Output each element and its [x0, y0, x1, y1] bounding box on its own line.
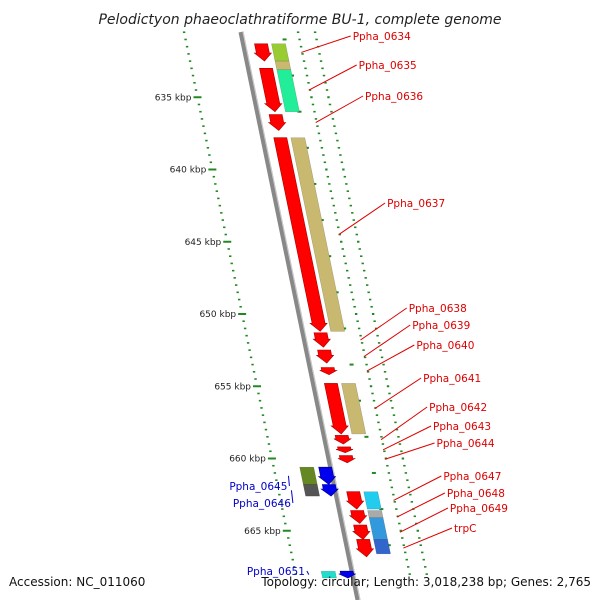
label-layer: Ppha_0634 Ppha_0635 Ppha_0636 Ppha_0637 Ppha…	[229, 31, 508, 578]
reverse-gene-arrow	[338, 570, 356, 579]
reverse-gene-leader	[287, 475, 290, 487]
forward-gene-label: trpC	[454, 523, 476, 535]
kbp-tick-label: 665 kbp	[244, 527, 281, 537]
forward-gene-arrow	[267, 114, 287, 131]
forward-gene-leader	[366, 344, 415, 372]
reverse-gene-leader	[306, 570, 310, 575]
forward-gene-leader	[338, 202, 386, 235]
forward-gene-arrow	[324, 383, 349, 435]
forward-gene-label: Ppha_0635	[359, 60, 417, 72]
forward-gene-arrow	[273, 137, 328, 332]
backbone-group	[238, 31, 361, 600]
forward-gene-label: Ppha_0649	[450, 503, 508, 515]
cog-bar	[320, 570, 337, 579]
reverse-gene-arrow	[317, 466, 337, 485]
forward-gene-label: Ppha_0642	[429, 402, 487, 414]
forward-gene-arrow	[259, 68, 283, 113]
forward-gene-arrow	[355, 539, 375, 558]
forward-gene-label: Ppha_0641	[423, 373, 481, 385]
forward-gene-label: Ppha_0636	[365, 91, 423, 103]
accession-text: Accession: NC_011060	[9, 575, 145, 589]
forward-gene-leader	[396, 492, 446, 518]
cog-bar	[367, 510, 384, 518]
forward-gene-label: Ppha_0648	[447, 488, 505, 500]
kbp-tick-label: 645 kbp	[185, 238, 222, 248]
cog-bar	[341, 383, 367, 435]
cog-bar	[299, 466, 318, 485]
kbp-tick-label: 660 kbp	[229, 455, 266, 465]
forward-gene-leader	[301, 35, 351, 53]
cog-bar	[274, 60, 292, 71]
forward-gene-leader	[382, 425, 432, 451]
cog-bar	[271, 43, 290, 62]
reverse-gene-leader	[290, 490, 294, 504]
topology-text: Topology: circular; Length: 3,018,238 bp…	[260, 575, 591, 589]
forward-gene-leader	[315, 95, 364, 123]
kbp-tick-label: 635 kbp	[155, 93, 192, 103]
cog-bar	[363, 491, 382, 510]
forward-gene-label: Ppha_0640	[416, 340, 474, 352]
forward-gene-leader	[393, 475, 442, 501]
forward-gene-arrow	[348, 510, 368, 524]
forward-gene-label: Ppha_0639	[412, 320, 470, 332]
forward-gene-arrow	[312, 332, 331, 348]
forward-gene-leader	[403, 527, 453, 549]
gene-layer	[253, 43, 375, 579]
backbone-line	[238, 31, 361, 600]
forward-gene-arrow	[333, 435, 352, 445]
kbp-tick-label: 640 kbp	[170, 166, 207, 176]
cog-bar-layer	[271, 43, 391, 579]
forward-gene-label: Ppha_0637	[387, 198, 445, 210]
forward-gene-leader	[363, 324, 411, 358]
forward-gene-leader	[374, 377, 422, 410]
cog-bar	[302, 484, 320, 497]
kbp-tick-label: 655 kbp	[214, 382, 251, 392]
forward-gene-leader	[360, 307, 408, 341]
forward-gene-label: Ppha_0634	[353, 31, 411, 43]
cog-bar	[276, 69, 300, 112]
forward-gene-arrow	[319, 367, 338, 376]
cog-bar	[368, 517, 388, 540]
forward-gene-label: Ppha_0647	[443, 471, 501, 483]
forward-gene-arrow	[337, 455, 357, 464]
tick-layer: 635 kbp 640 kbp 645 kbp 650 kbp 655 kbp 660 k…	[155, 31, 428, 575]
forward-gene-leader	[384, 442, 435, 460]
cog-bar	[373, 539, 391, 555]
forward-gene-label: Ppha_0644	[437, 438, 495, 450]
reverse-gene-label: Ppha_0645	[229, 481, 287, 493]
forward-gene-leader	[308, 64, 357, 91]
forward-gene-label: Ppha_0638	[409, 303, 467, 315]
forward-gene-arrow	[315, 349, 335, 364]
reverse-gene-label: Ppha_0646	[233, 498, 291, 510]
backbone-highlight	[242, 31, 361, 600]
cog-bar	[290, 137, 346, 332]
forward-gene-arrow	[352, 524, 371, 540]
forward-gene-arrow	[345, 491, 365, 510]
kbp-tick-label: 650 kbp	[199, 310, 236, 320]
forward-gene-leader	[380, 406, 428, 441]
forward-gene-label: Ppha_0643	[433, 421, 491, 433]
forward-gene-leader	[399, 507, 449, 533]
forward-gene-arrow	[335, 446, 354, 454]
reverse-gene-label: Ppha_0651	[247, 566, 305, 578]
map-title: Pelodictyon phaeoclathratiforme BU-1, co…	[98, 12, 501, 28]
forward-gene-arrow	[253, 43, 273, 62]
reverse-gene-arrow	[320, 484, 339, 497]
